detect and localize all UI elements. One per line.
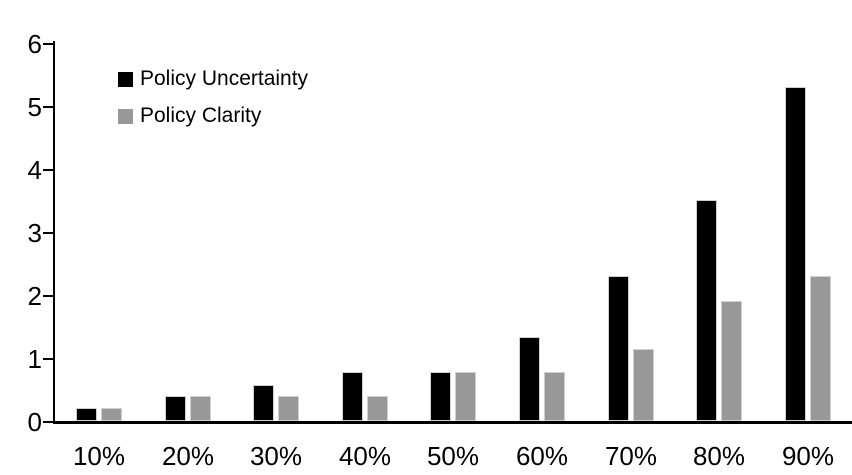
- x-axis-label-80%: 80%: [692, 441, 746, 471]
- bar-policy-uncertainty-90%: [785, 87, 806, 421]
- bar-policy-clarity-10%: [101, 408, 122, 421]
- x-axis-label-60%: 60%: [515, 441, 569, 471]
- bar-policy-clarity-70%: [633, 349, 654, 421]
- y-axis-tick-3: [43, 232, 53, 234]
- bar-policy-uncertainty-70%: [608, 276, 629, 421]
- y-axis-label-2: 2: [27, 281, 42, 311]
- legend-item-policy-uncertainty: Policy Uncertainty: [118, 64, 308, 94]
- bar-policy-clarity-60%: [544, 372, 565, 421]
- bar-policy-clarity-30%: [278, 396, 299, 421]
- x-axis-line: [53, 421, 852, 424]
- bar-policy-uncertainty-50%: [430, 372, 451, 421]
- bar-policy-clarity-90%: [810, 276, 831, 421]
- x-axis-label-10%: 10%: [72, 441, 126, 471]
- y-axis-label-4: 4: [27, 155, 42, 185]
- bar-policy-uncertainty-80%: [696, 200, 717, 421]
- bar-policy-clarity-20%: [190, 396, 211, 421]
- x-axis-label-70%: 70%: [604, 441, 658, 471]
- bar-policy-uncertainty-40%: [342, 372, 363, 421]
- bar-policy-clarity-40%: [367, 396, 388, 421]
- legend-label-policy-uncertainty: Policy Uncertainty: [140, 67, 309, 90]
- x-axis-label-30%: 30%: [249, 441, 303, 471]
- y-axis-tick-2: [43, 295, 53, 297]
- y-axis-tick-0: [43, 421, 53, 423]
- policy-clarity-swatch-icon: [118, 108, 133, 124]
- x-axis-label-20%: 20%: [161, 441, 215, 471]
- y-axis-tick-1: [43, 358, 53, 360]
- bar-policy-uncertainty-30%: [253, 385, 274, 421]
- bar-policy-clarity-80%: [721, 301, 742, 421]
- policy-uncertainty-swatch-icon: [118, 71, 133, 87]
- y-axis-line: [53, 41, 55, 424]
- bar-policy-clarity-50%: [455, 372, 476, 421]
- legend-label-policy-clarity: Policy Clarity: [140, 104, 262, 127]
- y-axis-label-0: 0: [27, 407, 42, 437]
- x-axis-label-50%: 50%: [426, 441, 480, 471]
- bar-policy-uncertainty-10%: [76, 408, 97, 421]
- x-axis-label-90%: 90%: [781, 441, 835, 471]
- y-axis-tick-4: [43, 169, 53, 171]
- y-axis-tick-6: [43, 43, 53, 45]
- bar-policy-uncertainty-20%: [165, 396, 186, 421]
- legend: Policy Uncertainty Policy Clarity: [118, 64, 308, 138]
- y-axis-tick-5: [43, 106, 53, 108]
- y-axis-label-3: 3: [27, 218, 42, 248]
- x-axis-label-40%: 40%: [338, 441, 392, 471]
- y-axis-label-1: 1: [27, 344, 42, 374]
- y-axis-label-6: 6: [27, 29, 42, 59]
- legend-item-policy-clarity: Policy Clarity: [118, 101, 308, 131]
- bar-policy-uncertainty-60%: [519, 337, 540, 421]
- y-axis-label-5: 5: [27, 92, 42, 122]
